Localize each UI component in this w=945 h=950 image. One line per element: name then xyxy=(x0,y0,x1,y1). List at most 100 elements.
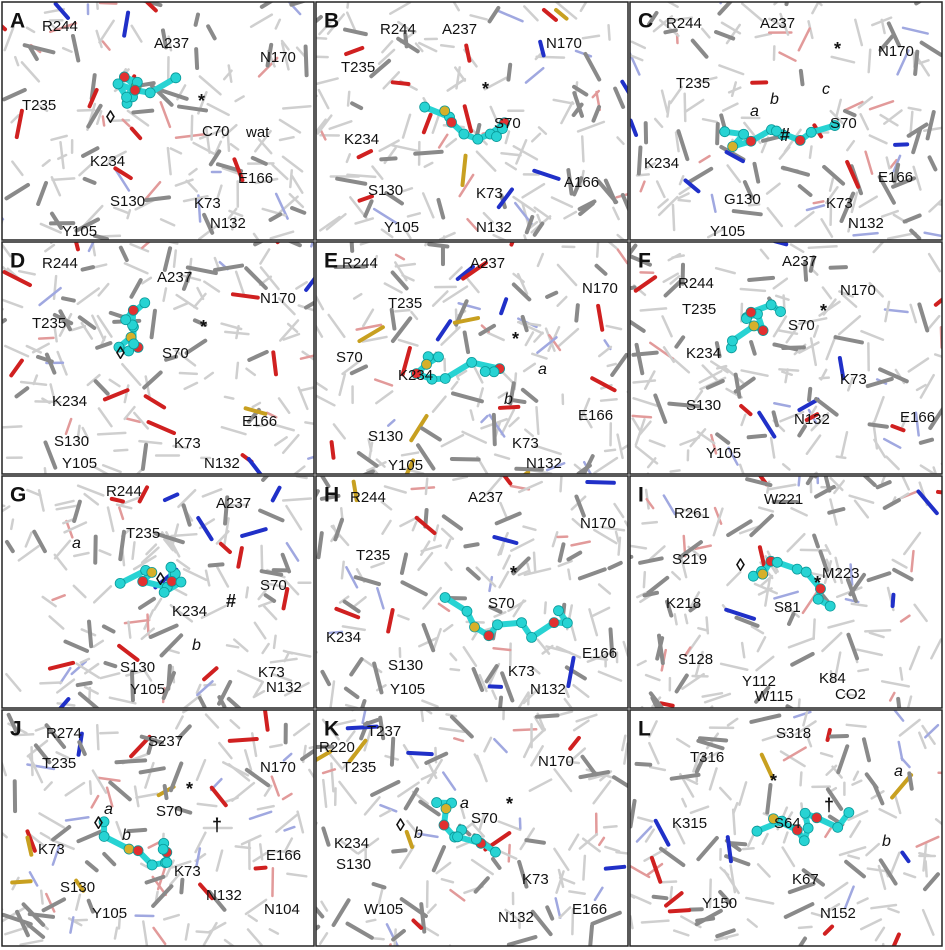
residue-stick xyxy=(25,829,37,853)
residue-stick xyxy=(25,26,36,34)
residue-stick xyxy=(372,207,398,224)
residue-stick xyxy=(860,329,885,341)
residue-stick xyxy=(45,892,56,913)
residue-stick xyxy=(120,496,141,506)
residue-stick xyxy=(891,558,908,569)
residue-label: Y105 xyxy=(384,219,419,236)
residue-stick xyxy=(597,345,613,358)
residue-stick xyxy=(423,161,434,169)
ligand-atom xyxy=(452,831,463,843)
residue-stick xyxy=(64,417,73,436)
residue-stick xyxy=(92,585,113,604)
residue-stick xyxy=(253,621,267,640)
residue-stick xyxy=(725,23,741,45)
residue-label: K73 xyxy=(508,663,535,680)
residue-stick xyxy=(278,118,302,134)
residue-label: Y105 xyxy=(710,223,745,240)
residue-stick xyxy=(741,2,765,23)
residue-stick xyxy=(231,216,237,231)
residue-stick xyxy=(636,145,643,176)
residue-stick xyxy=(385,923,400,946)
residue-label: S128 xyxy=(678,651,713,668)
residue-stick xyxy=(693,389,704,404)
residue-stick xyxy=(328,120,353,131)
residue-stick xyxy=(162,246,173,272)
residue-stick xyxy=(909,228,922,240)
residue-stick xyxy=(51,825,72,842)
residue-label: S130 xyxy=(368,428,403,445)
residue-stick xyxy=(33,743,52,765)
residue-stick xyxy=(739,404,753,417)
residue-stick xyxy=(2,242,12,258)
residue-stick xyxy=(819,368,828,381)
residue-stick xyxy=(316,293,325,311)
residue-stick xyxy=(402,744,419,769)
residue-stick xyxy=(421,192,435,219)
residue-stick xyxy=(247,349,269,362)
residue-stick xyxy=(232,638,249,653)
residue-stick xyxy=(778,368,800,372)
residue-stick xyxy=(403,787,420,811)
residue-label: K73 xyxy=(522,871,549,888)
residue-stick xyxy=(118,245,129,263)
residue-stick xyxy=(571,907,575,936)
residue-label: * xyxy=(834,39,841,59)
residue-stick xyxy=(820,218,834,238)
residue-stick xyxy=(67,917,83,927)
residue-stick xyxy=(390,316,413,344)
residue-stick xyxy=(571,517,584,530)
residue-stick xyxy=(919,40,942,57)
residue-stick xyxy=(159,101,172,129)
ligand-atom xyxy=(829,120,841,131)
ligand-atom xyxy=(843,807,855,818)
residue-stick xyxy=(49,383,57,405)
residue-stick xyxy=(108,119,131,123)
residue-stick xyxy=(829,670,835,684)
residue-stick xyxy=(411,918,424,930)
residue-stick xyxy=(574,494,586,518)
residue-stick xyxy=(126,209,132,220)
ligand-atom xyxy=(165,561,177,573)
residue-stick xyxy=(886,231,917,240)
residue-stick xyxy=(514,466,544,472)
residue-stick xyxy=(555,2,578,20)
residue-stick xyxy=(172,444,189,450)
residue-label: K234 xyxy=(326,629,361,646)
residue-stick xyxy=(243,406,268,416)
residue-stick xyxy=(345,921,374,940)
residue-stick xyxy=(192,318,208,327)
residue-stick xyxy=(188,167,198,176)
residue-stick xyxy=(287,242,302,248)
residue-stick xyxy=(491,412,497,447)
ligand-atom xyxy=(470,833,482,845)
residue-stick xyxy=(424,751,449,765)
residue-stick xyxy=(354,217,375,225)
residue-stick xyxy=(583,51,602,82)
residue-stick xyxy=(41,897,67,913)
residue-stick xyxy=(389,307,397,331)
residue-stick xyxy=(878,367,909,384)
residue-stick xyxy=(129,669,135,703)
residue-stick xyxy=(930,638,942,660)
residue-label: N132 xyxy=(204,455,240,472)
residue-stick xyxy=(688,602,701,613)
ligand-atom xyxy=(440,803,452,815)
residue-stick xyxy=(321,768,337,775)
residue-stick xyxy=(391,848,408,854)
residue-stick xyxy=(215,530,230,545)
residue-stick xyxy=(61,46,73,53)
residue-stick xyxy=(474,123,482,138)
residue-stick xyxy=(667,401,700,409)
residue-stick xyxy=(673,613,678,626)
residue-label: E166 xyxy=(878,169,913,186)
residue-stick xyxy=(842,108,857,118)
residue-stick xyxy=(192,141,219,157)
residue-stick xyxy=(859,113,870,131)
residue-stick xyxy=(401,467,425,474)
residue-stick xyxy=(316,324,324,338)
residue-stick xyxy=(664,891,684,908)
residue-stick xyxy=(382,71,401,90)
residue-stick xyxy=(568,890,586,895)
residue-label: N152 xyxy=(820,905,856,922)
